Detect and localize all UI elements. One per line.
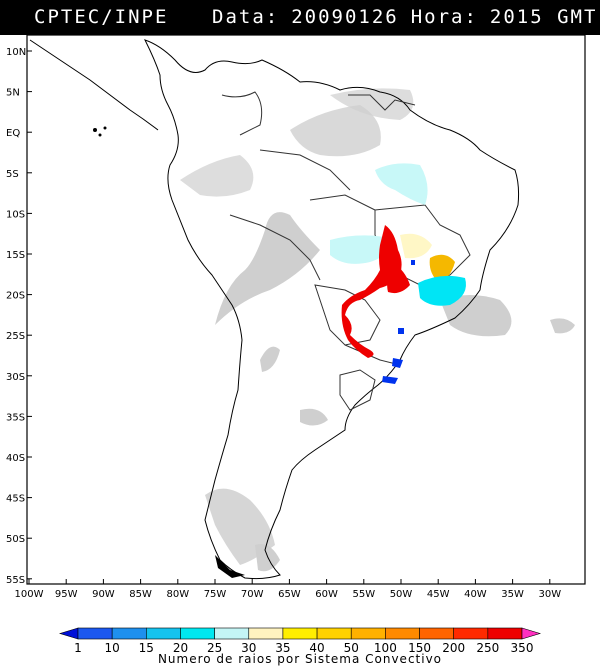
lat-tick-label: 35S xyxy=(6,412,25,423)
legend-swatch xyxy=(282,627,318,640)
date-label: Data: xyxy=(212,6,280,28)
cyan-system-north xyxy=(375,163,428,205)
lat-tick-label: EQ xyxy=(6,128,20,139)
lon-tick-label: 80W xyxy=(166,589,189,600)
legend-value-label: 40 xyxy=(309,641,324,655)
title-bar: CPTEC/INPE Data: 20090126 Hora: 2015 GMT xyxy=(0,0,600,35)
lat-tick-label: 5S xyxy=(6,169,19,180)
lon-tick-label: 35W xyxy=(501,589,524,600)
agency-label: CPTEC/INPE xyxy=(34,6,169,28)
lon-tick-label: 75W xyxy=(204,589,227,600)
date-value: 20090126 xyxy=(291,6,399,28)
legend-swatch xyxy=(385,627,420,640)
lat-tick-label: 30S xyxy=(6,372,25,383)
lat-tick-label: 5N xyxy=(6,88,20,99)
lon-tick-label: 100W xyxy=(15,589,44,600)
lon-tick-label: 60W xyxy=(315,589,338,600)
legend-value-label: 150 xyxy=(408,641,431,655)
latitude-ticks: 10N 5N EQ 5S 10S 15S 20S 25S 30S 35S 40S 45S 50S 55S xyxy=(6,47,32,586)
lat-tick-label: 50S xyxy=(6,534,25,545)
blue-cell-1 xyxy=(411,260,415,265)
legend-swatch xyxy=(77,627,113,640)
lon-tick-label: 30W xyxy=(538,589,561,600)
legend-swatch xyxy=(111,627,147,640)
lon-tick-label: 50W xyxy=(390,589,413,600)
color-legend-labels: 1 10 15 20 25 30 35 40 50 100 150 200 250 350 xyxy=(74,641,533,655)
legend-value-label: 10 xyxy=(105,641,120,655)
blue-cell-3 xyxy=(392,358,403,368)
lon-tick-label: 95W xyxy=(55,589,78,600)
lon-tick-label: 40W xyxy=(464,589,487,600)
legend-high-arrow xyxy=(521,627,542,640)
red-system xyxy=(341,225,402,358)
blue-cell-2 xyxy=(398,328,404,334)
hour-label: Hora: xyxy=(410,6,478,28)
lat-tick-label: 15S xyxy=(6,250,25,261)
legend-swatch xyxy=(453,627,489,640)
hour-value: 2015 GMT xyxy=(489,6,598,28)
light-cyan-system xyxy=(330,235,391,264)
legend-swatch xyxy=(146,627,181,640)
color-legend xyxy=(58,627,542,640)
legend-value-label: 350 xyxy=(511,641,534,655)
legend-swatch xyxy=(214,627,250,640)
lon-tick-label: 45W xyxy=(427,589,450,600)
timestamp: Data: 20090126 Hora: 2015 GMT xyxy=(212,6,597,28)
lon-tick-label: 90W xyxy=(92,589,115,600)
legend-low-arrow xyxy=(58,627,79,640)
lightning-convective-systems xyxy=(330,163,466,384)
legend-value-label: 1 xyxy=(74,641,82,655)
legend-value-label: 25 xyxy=(207,641,222,655)
longitude-ticks: 100W 95W 90W 85W 80W 75W 70W 65W 60W 55W 50W 45W 40W… xyxy=(15,579,561,600)
cyan-system-south xyxy=(418,275,466,306)
orange-system xyxy=(429,254,455,282)
lat-tick-label: 25S xyxy=(6,331,25,342)
legend-swatch xyxy=(248,627,284,640)
legend-swatch xyxy=(419,627,454,640)
legend-value-label: 250 xyxy=(476,641,499,655)
lat-tick-label: 10N xyxy=(6,47,26,58)
legend-swatch xyxy=(180,627,215,640)
lat-tick-label: 45S xyxy=(6,494,25,505)
lat-tick-label: 55S xyxy=(6,575,25,586)
lon-tick-label: 65W xyxy=(278,589,301,600)
lon-tick-label: 55W xyxy=(352,589,375,600)
lat-tick-label: 20S xyxy=(6,291,25,302)
islands xyxy=(93,126,245,578)
legend-value-label: 50 xyxy=(344,641,359,655)
blue-cell-4 xyxy=(382,376,398,384)
legend-swatch xyxy=(316,627,352,640)
legend-caption: Numero de raios por Sistema Convectivo xyxy=(157,652,443,666)
legend-value-label: 20 xyxy=(173,641,188,655)
cloud-coverage xyxy=(180,88,575,572)
red-system-2 xyxy=(387,262,410,294)
lon-tick-label: 70W xyxy=(241,589,264,600)
lat-tick-label: 10S xyxy=(6,209,25,220)
legend-value-label: 15 xyxy=(139,641,154,655)
lat-tick-label: 40S xyxy=(6,453,25,464)
legend-value-label: 200 xyxy=(442,641,465,655)
legend-value-label: 30 xyxy=(241,641,256,655)
lon-tick-label: 85W xyxy=(129,589,152,600)
legend-value-label: 100 xyxy=(374,641,397,655)
cream-system xyxy=(400,233,432,259)
legend-swatch xyxy=(487,627,523,640)
legend-swatch xyxy=(350,627,386,640)
legend-value-label: 35 xyxy=(275,641,290,655)
